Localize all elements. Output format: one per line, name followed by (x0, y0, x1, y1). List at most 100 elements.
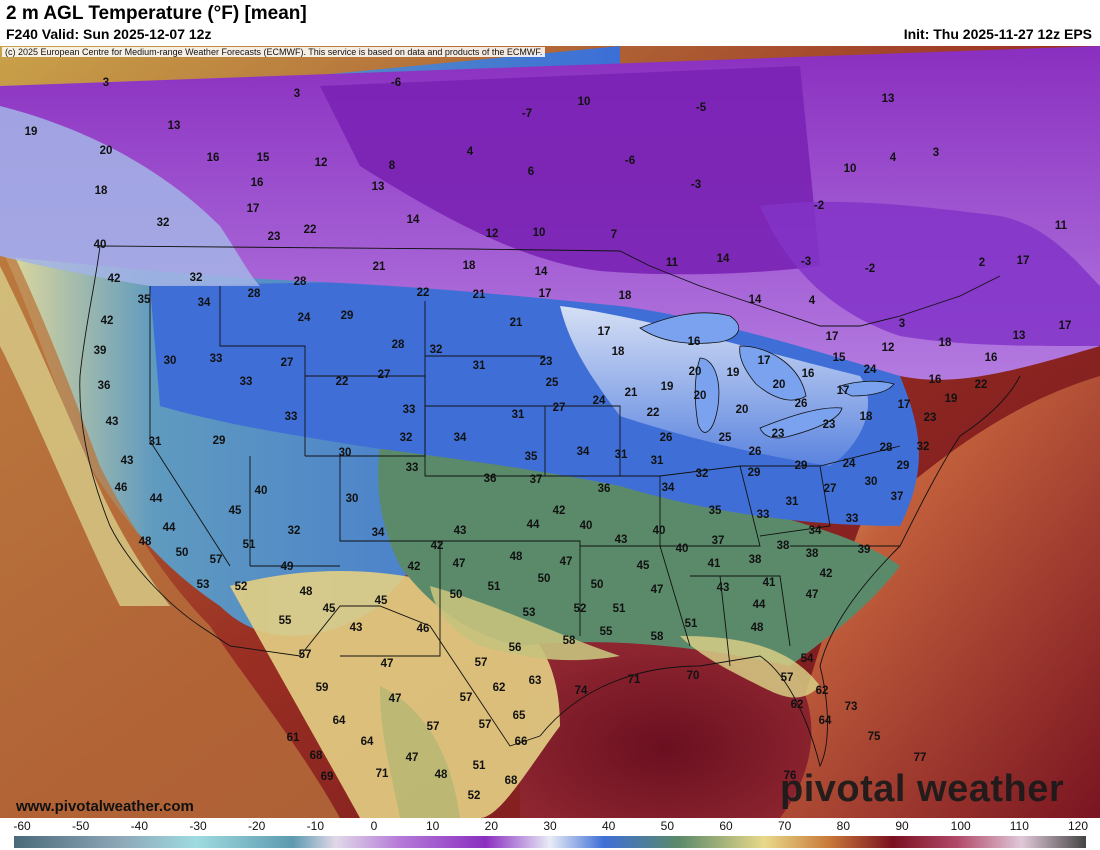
station-temp-label: 64 (333, 715, 346, 727)
temperature-map[interactable]: 3 -6 3 10 -5 -7 13 19 13 20 16 15 12 8 4 -6 4 3 10 18 16 13 6-… (0, 46, 1100, 818)
station-temp-label: 28 (294, 276, 307, 288)
station-temp-label: 42 (408, 561, 421, 573)
station-temp-label: 50 (450, 589, 463, 601)
station-temp-label: 23 (268, 231, 281, 243)
station-temp-label: 10 (844, 163, 857, 175)
station-temp-label: 47 (651, 584, 664, 596)
station-temp-label: 38 (806, 548, 819, 560)
station-temp-label: 19 (727, 367, 740, 379)
station-temp-label: 35 (138, 294, 151, 306)
station-temp-label: 53 (523, 607, 536, 619)
station-temp-label: 75 (868, 731, 881, 743)
station-temp-label: 46 (115, 482, 128, 494)
station-temp-label: 13 (372, 181, 385, 193)
station-temp-label: 45 (375, 595, 388, 607)
station-temp-label: 52 (468, 790, 481, 802)
station-temp-label: 34 (454, 432, 467, 444)
colorbar-tick-label: -30 (189, 819, 207, 833)
station-temp-label: 31 (512, 409, 525, 421)
colorbar-strip (14, 836, 1086, 848)
station-temp-label: 42 (553, 505, 566, 517)
station-temp-label: -2 (865, 263, 875, 275)
station-temp-label: 40 (94, 239, 107, 251)
station-temp-label: 36 (484, 473, 497, 485)
station-temp-label: 33 (403, 404, 416, 416)
sierra-madre-field (380, 686, 460, 818)
pivotalweather-logo: pivotal weather (780, 768, 1065, 810)
station-temp-label: 35 (525, 451, 538, 463)
station-temp-label: 68 (505, 775, 518, 787)
colorbar-tick-label: -40 (130, 819, 148, 833)
colorbar-tick-label: 110 (1009, 819, 1029, 833)
lake-superior (639, 312, 740, 344)
station-temp-label: 11 (1055, 220, 1068, 232)
station-temp-label: 62 (791, 699, 804, 711)
ecmwf-credit: (c) 2025 European Centre for Medium-rang… (2, 47, 546, 57)
station-temp-label: 23 (924, 412, 937, 424)
map-header: 2 m AGL Temperature (°F) [mean] F240 Val… (0, 0, 1100, 46)
hudson-cold-core (320, 66, 820, 275)
station-temp-label: 25 (546, 377, 559, 389)
station-temp-label: 43 (454, 525, 467, 537)
map-title: 2 m AGL Temperature (°F) [mean] (6, 3, 307, 24)
station-temp-label: 4 (809, 295, 816, 307)
colorbar-tick-label: 40 (601, 819, 616, 833)
station-temp-label: 19 (945, 393, 958, 405)
station-temp-label: 69 (321, 771, 334, 783)
station-temp-label: 62 (816, 685, 829, 697)
station-temp-label: 48 (435, 769, 448, 781)
station-temp-label: 17 (539, 288, 552, 300)
station-temp-label: 52 (235, 581, 248, 593)
station-temp-label: -5 (696, 102, 707, 114)
station-temp-label: 17 (598, 326, 611, 338)
colorbar-tick-label: 20 (484, 819, 499, 833)
station-temp-label: 22 (304, 224, 317, 236)
station-temp-label: 14 (535, 266, 548, 278)
texas-warm-field (430, 586, 620, 661)
colorbar-tick-label: 50 (660, 819, 675, 833)
station-temp-label: 66 (515, 736, 528, 748)
station-temp-label: 26 (660, 432, 673, 444)
station-temp-label: 47 (560, 556, 573, 568)
station-temp-label: 11 (666, 257, 679, 269)
station-temp-label: 33 (240, 376, 253, 388)
station-temp-label: 18 (619, 290, 632, 302)
station-temp-label: 28 (392, 339, 405, 351)
station-temp-label: 47 (381, 658, 394, 670)
bc-coast-field (0, 106, 260, 286)
station-temp-label: 52 (574, 603, 587, 615)
colorbar-tick-label: 100 (950, 819, 971, 833)
station-temp-label: 16 (688, 336, 701, 348)
station-temp-label: 17 (758, 355, 771, 367)
station-temp-label: 45 (637, 560, 650, 572)
station-temp-label: 4 (890, 152, 897, 164)
station-temp-label: 18 (463, 260, 476, 272)
station-temp-label: 33 (406, 462, 419, 474)
colorbar-tick-label: -60 (13, 819, 31, 833)
station-temp-label: -3 (801, 256, 811, 268)
station-temp-label: 45 (229, 505, 242, 517)
station-temp-label: 71 (628, 674, 641, 686)
station-temp-label: 36 (598, 483, 611, 495)
pivotalweather-url[interactable]: www.pivotalweather.com (16, 798, 194, 815)
station-temp-label: 34 (372, 527, 385, 539)
station-temp-label: 76 (784, 770, 797, 782)
colorbar-tick-label: 0 (370, 819, 378, 833)
station-temp-label: 47 (406, 752, 419, 764)
station-temp-label: 27 (824, 483, 837, 495)
station-temp-label: 42 (431, 540, 444, 552)
station-temp-label: 39 (858, 544, 871, 556)
station-temp-label: 22 (417, 287, 430, 299)
station-temp-label: 13 (168, 120, 181, 132)
station-temp-label: 26 (795, 398, 808, 410)
lake-erie (759, 407, 843, 439)
station-temp-label: 14 (717, 253, 730, 265)
station-temp-label: 22 (336, 376, 349, 388)
station-temp-label: -6 (391, 77, 401, 89)
station-temp-label: 33 (285, 411, 298, 423)
station-temp-label: 31 (149, 436, 162, 448)
station-temp-label: 47 (389, 693, 402, 705)
station-temp-label: 71 (376, 768, 389, 780)
station-temp-label: 35 (709, 505, 722, 517)
